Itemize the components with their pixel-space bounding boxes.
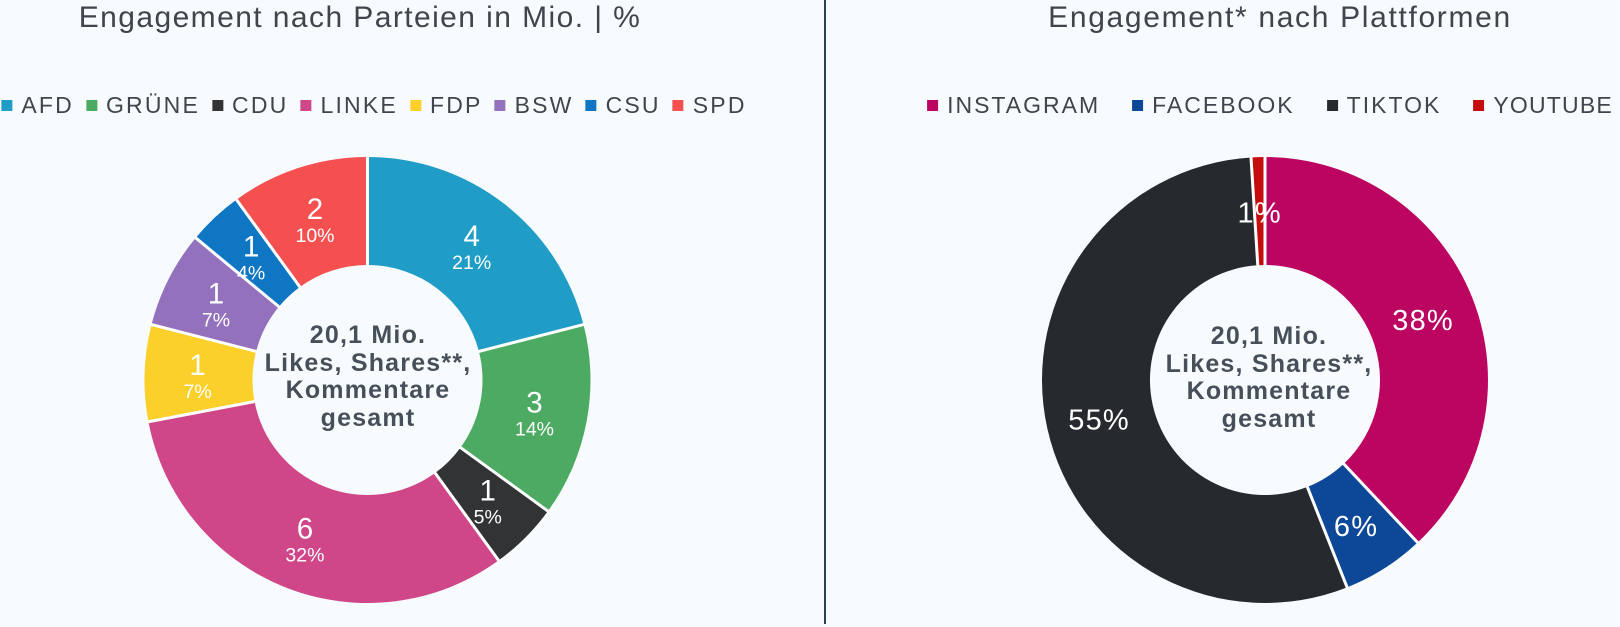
svg-text:1: 1 [479,475,495,508]
svg-text:55%: 55% [1068,405,1130,437]
svg-text:21%: 21% [452,252,491,274]
svg-text:32%: 32% [285,545,324,567]
svg-text:1: 1 [189,349,205,382]
svg-text:10%: 10% [295,225,334,247]
svg-text:1: 1 [208,277,224,310]
svg-text:4%: 4% [237,263,265,285]
svg-text:5%: 5% [474,507,502,529]
svg-text:1: 1 [243,231,259,264]
svg-text:1%: 1% [1238,198,1282,230]
svg-text:14%: 14% [515,418,554,440]
svg-text:4: 4 [463,220,479,253]
svg-text:38%: 38% [1392,305,1454,337]
svg-text:3: 3 [526,386,542,419]
svg-text:2: 2 [307,193,323,226]
svg-text:7%: 7% [184,381,212,403]
svg-text:6: 6 [297,513,313,546]
svg-text:6%: 6% [1334,511,1378,543]
svg-text:7%: 7% [202,309,230,331]
